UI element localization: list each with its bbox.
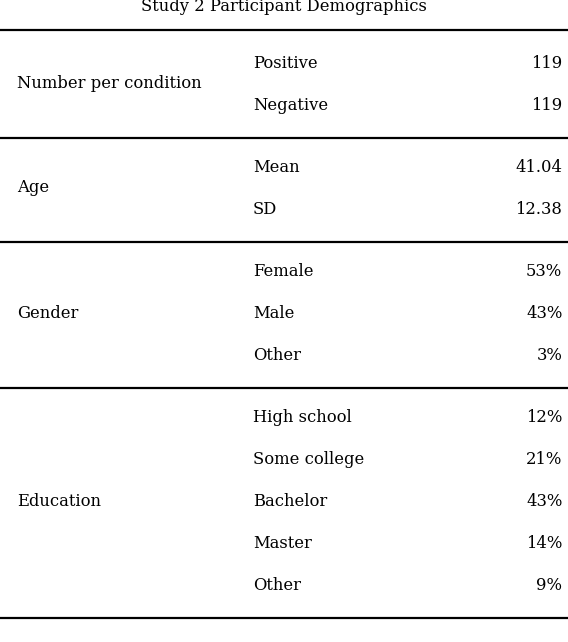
Text: 9%: 9% xyxy=(536,577,562,593)
Text: Negative: Negative xyxy=(253,96,328,114)
Text: 12%: 12% xyxy=(526,408,562,426)
Text: Education: Education xyxy=(17,492,101,510)
Text: High school: High school xyxy=(253,408,352,426)
Text: Master: Master xyxy=(253,535,312,551)
Text: 119: 119 xyxy=(531,55,562,71)
Text: Bachelor: Bachelor xyxy=(253,492,327,510)
Text: 21%: 21% xyxy=(526,451,562,467)
Text: Mean: Mean xyxy=(253,159,299,175)
Text: SD: SD xyxy=(253,200,277,218)
Text: 53%: 53% xyxy=(526,263,562,279)
Text: 119: 119 xyxy=(531,96,562,114)
Text: 41.04: 41.04 xyxy=(515,159,562,175)
Text: Female: Female xyxy=(253,263,314,279)
Text: Other: Other xyxy=(253,347,301,363)
Text: 3%: 3% xyxy=(536,347,562,363)
Text: Positive: Positive xyxy=(253,55,318,71)
Text: Some college: Some college xyxy=(253,451,364,467)
Text: 12.38: 12.38 xyxy=(515,200,562,218)
Text: Age: Age xyxy=(17,180,49,196)
Text: 14%: 14% xyxy=(526,535,562,551)
Text: Gender: Gender xyxy=(17,304,78,322)
Text: Other: Other xyxy=(253,577,301,593)
Text: Study 2 Participant Demographics: Study 2 Participant Demographics xyxy=(141,0,427,15)
Text: 43%: 43% xyxy=(526,304,562,322)
Text: 43%: 43% xyxy=(526,492,562,510)
Text: Male: Male xyxy=(253,304,294,322)
Text: Number per condition: Number per condition xyxy=(17,76,202,92)
